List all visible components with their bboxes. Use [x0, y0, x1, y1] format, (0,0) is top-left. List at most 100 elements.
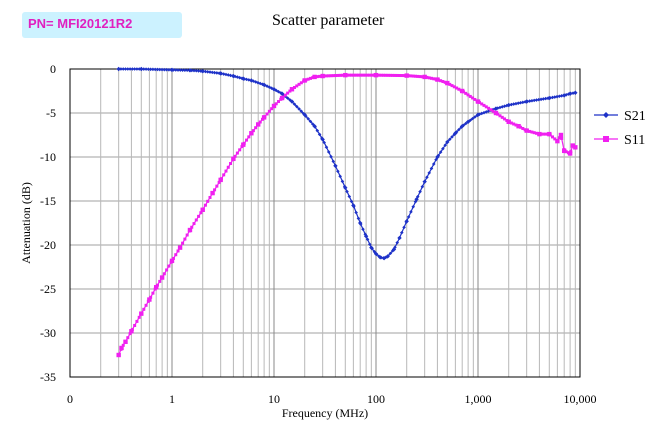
trace-marker — [251, 129, 255, 133]
trace-marker — [439, 79, 443, 83]
data-point — [249, 78, 254, 83]
x-tick-label: 10,000 — [564, 392, 597, 406]
data-point — [385, 254, 390, 259]
trace-marker — [534, 98, 539, 102]
trace-marker — [308, 76, 312, 80]
trace-marker — [393, 73, 397, 77]
data-point — [445, 139, 450, 145]
trace-marker — [479, 111, 484, 116]
trace-marker — [151, 291, 155, 295]
y-tick-label: -10 — [40, 150, 56, 164]
data-point — [422, 179, 427, 184]
series-layer — [116, 66, 578, 358]
trace-marker — [135, 67, 139, 71]
trace-marker — [130, 67, 135, 71]
trace-marker — [267, 109, 271, 113]
trace-marker — [128, 332, 132, 336]
trace-marker — [557, 94, 562, 99]
data-point — [154, 285, 159, 290]
data-point — [261, 82, 267, 88]
trace-marker — [480, 102, 484, 106]
data-point — [404, 73, 409, 78]
data-point — [573, 145, 578, 150]
trace-marker — [183, 237, 187, 241]
trace-marker — [363, 73, 367, 77]
trace-marker — [226, 165, 230, 169]
data-point — [119, 345, 124, 351]
x-tick-label: 1 — [169, 392, 175, 406]
trace-marker — [173, 68, 178, 72]
data-point — [493, 110, 499, 116]
data-point — [558, 132, 564, 138]
trace-marker — [153, 67, 157, 72]
trace-marker — [265, 112, 269, 116]
trace-marker — [441, 146, 445, 151]
data-point — [435, 154, 440, 160]
trace-marker — [511, 102, 516, 106]
trace-marker — [238, 148, 242, 152]
trace-marker — [411, 74, 415, 78]
trace-marker — [557, 136, 561, 140]
y-tick-label: -20 — [40, 238, 56, 252]
data-point — [537, 131, 542, 137]
data-point — [373, 251, 379, 256]
trace-marker — [176, 68, 180, 72]
data-point — [116, 66, 121, 72]
trace-marker — [292, 85, 296, 89]
series-s21 — [116, 66, 578, 261]
data-point — [320, 73, 325, 79]
trace-marker — [521, 127, 525, 131]
trace-marker — [221, 72, 226, 76]
data-point — [289, 99, 295, 104]
trace-marker — [144, 67, 148, 71]
data-point — [547, 131, 552, 137]
trace-marker — [427, 171, 431, 175]
trace-marker — [429, 76, 433, 80]
y-tick-label: -30 — [40, 326, 56, 340]
trace-marker — [215, 184, 219, 188]
trace-marker — [498, 114, 502, 118]
trace-marker — [338, 73, 342, 77]
trace-marker — [336, 73, 340, 77]
trace-marker — [550, 95, 555, 100]
trace-marker — [334, 74, 338, 78]
trace-marker — [370, 73, 374, 77]
data-point — [231, 156, 236, 161]
trace-marker — [208, 70, 212, 74]
trace-marker — [386, 73, 390, 77]
trace-marker — [470, 116, 475, 121]
trace-marker — [329, 154, 333, 159]
data-point — [562, 148, 567, 154]
plot-border — [69, 68, 581, 378]
trace-marker — [509, 121, 513, 125]
trace-marker — [349, 199, 354, 204]
data-point — [555, 138, 560, 144]
trace-marker — [391, 73, 395, 77]
data-point — [147, 297, 152, 302]
trace-marker — [535, 131, 539, 135]
legend: S21 S11 — [594, 109, 646, 148]
trace-marker — [409, 210, 413, 214]
trace-marker — [457, 87, 461, 91]
y-tick-label: 0 — [50, 62, 56, 76]
trace-marker — [132, 67, 137, 71]
x-tick-label: 10 — [268, 392, 280, 406]
trace-marker — [176, 249, 180, 253]
trace-marker — [155, 67, 160, 72]
data-point — [187, 68, 193, 73]
trace-marker — [356, 73, 360, 77]
trace-marker — [457, 127, 461, 132]
data-point — [279, 95, 285, 101]
trace-marker — [297, 82, 301, 86]
trace-marker — [441, 80, 445, 84]
legend-marker-s11 — [603, 136, 609, 142]
trace-marker — [450, 135, 454, 139]
data-point — [435, 77, 440, 82]
trace-marker — [160, 67, 164, 72]
trace-marker — [203, 69, 208, 74]
data-point — [271, 103, 277, 109]
trace-marker — [253, 80, 258, 84]
trace-marker — [473, 115, 477, 119]
tick-labels: 0 -5 -10 -15 -20 -25 -30 -35 0 1 10 100 1,000 10,000 — [40, 62, 597, 406]
